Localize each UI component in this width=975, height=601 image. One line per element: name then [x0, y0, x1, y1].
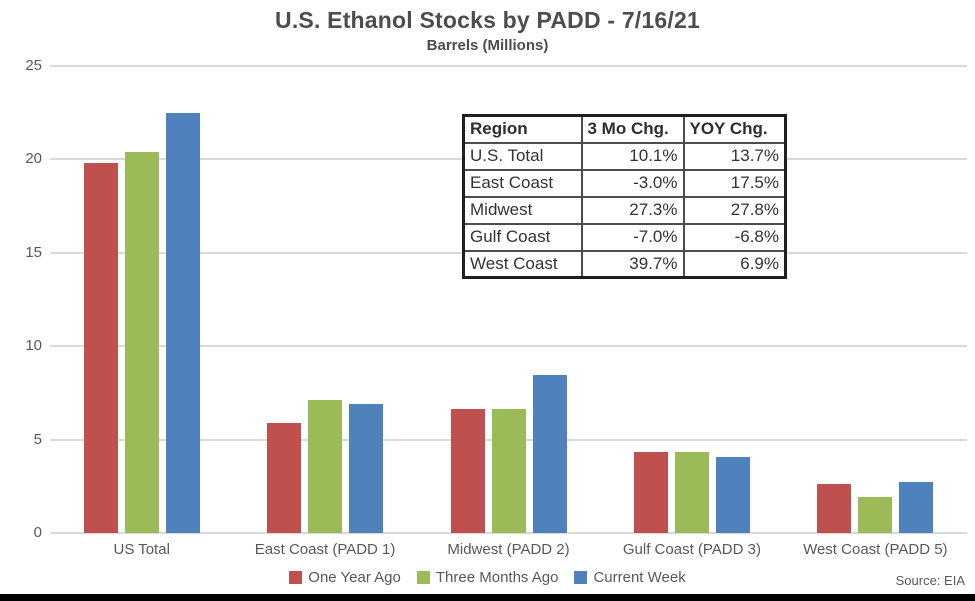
value-cell: 10.1%	[580, 141, 685, 171]
legend-marker-icon	[289, 571, 303, 584]
y-tick-label-10: 10	[25, 337, 42, 355]
y-tick-label-0: 0	[33, 524, 42, 541]
region-cell: East Coast	[462, 168, 583, 198]
region-cell: Gulf Coast	[462, 222, 583, 252]
bar-current-week	[165, 112, 200, 533]
x-label-0: US Total	[113, 541, 170, 558]
region-cell: West Coast	[462, 249, 583, 279]
value-cell: 13.7%	[682, 141, 787, 171]
value-cell: -6.8%	[682, 222, 787, 252]
chart-subtitle: Barrels (Millions)	[426, 37, 549, 54]
legend-item-current-week: Current Week	[574, 569, 686, 586]
bar-one-year-ago	[633, 451, 668, 533]
bar-one-year-ago	[817, 484, 852, 533]
table-header-2: YOY Chg.	[682, 114, 787, 144]
legend-label: Current Week	[593, 569, 686, 586]
value-cell: -3.0%	[580, 168, 685, 198]
table-header-1: 3 Mo Chg.	[580, 114, 685, 144]
table-row-1: East Coast -3.0% 17.5%	[462, 168, 787, 198]
bar-current-week	[349, 404, 384, 533]
bar-three-months-ago	[308, 400, 343, 533]
bar-group-1	[233, 66, 416, 533]
legend-label: One Year Ago	[308, 569, 401, 586]
bar-current-week	[899, 481, 934, 533]
x-label-1: East Coast (PADD 1)	[254, 541, 396, 558]
legend-marker-icon	[574, 571, 588, 584]
region-cell: Midwest	[462, 195, 583, 225]
legend-marker-icon	[416, 571, 430, 584]
table-row-4: West Coast 39.7% 6.9%	[462, 249, 787, 279]
legend-item-one-year-ago: One Year Ago	[289, 569, 401, 586]
bar-group-2	[417, 66, 600, 533]
bottom-border	[0, 594, 975, 601]
value-cell: 6.9%	[682, 249, 787, 279]
y-tick-label-25: 25	[25, 57, 42, 74]
table-header-0: Region	[462, 114, 583, 144]
gridline-0	[50, 532, 967, 534]
gridline-25	[50, 65, 967, 67]
table-row-3: Gulf Coast -7.0% -6.8%	[462, 222, 787, 252]
legend-label: Three Months Ago	[435, 569, 559, 586]
bar-group-0	[50, 66, 233, 533]
x-axis-labels: US Total East Coast (PADD 1) Midwest (PADD…	[50, 541, 967, 558]
value-cell: 27.8%	[682, 195, 787, 225]
bar-current-week	[715, 457, 750, 533]
table-row-2: Midwest 27.3% 27.8%	[462, 195, 787, 225]
x-label-3: Gulf Coast (PADD 3)	[622, 541, 761, 558]
bar-group-3	[600, 66, 783, 533]
x-label-4: West Coast (PADD 5)	[803, 541, 948, 558]
y-tick-label-15: 15	[25, 243, 42, 261]
region-cell: U.S. Total	[462, 141, 583, 171]
value-cell: 27.3%	[580, 195, 685, 225]
value-cell: 17.5%	[682, 168, 787, 198]
plot-area	[50, 65, 967, 534]
bar-three-months-ago	[674, 451, 709, 533]
change-summary-table: Region 3 Mo Chg. YOY Chg. U.S. Total 10.1% 1…	[462, 114, 787, 279]
bar-one-year-ago	[83, 163, 118, 533]
value-cell: -7.0%	[580, 222, 685, 252]
bar-current-week	[532, 375, 567, 533]
source-label: Source: EIA	[895, 573, 965, 588]
chart-legend: One Year Ago Three Months Ago Current Week	[0, 569, 975, 586]
y-tick-label-20: 20	[25, 150, 42, 168]
value-cell: 39.7%	[580, 249, 685, 279]
x-label-2: Midwest (PADD 2)	[447, 541, 570, 558]
table-header-row: Region 3 Mo Chg. YOY Chg.	[462, 114, 787, 144]
bar-group-4	[784, 66, 967, 533]
chart-title: U.S. Ethanol Stocks by PADD - 7/16/21	[275, 7, 700, 33]
legend-item-three-months-ago: Three Months Ago	[416, 569, 559, 586]
bar-one-year-ago	[450, 408, 485, 533]
table-row-0: U.S. Total 10.1% 13.7%	[462, 141, 787, 171]
bar-one-year-ago	[267, 422, 302, 533]
gridline-10	[50, 345, 967, 348]
bar-groups	[50, 66, 967, 533]
y-tick-label-5: 5	[33, 430, 42, 448]
bar-three-months-ago	[124, 151, 159, 533]
bar-three-months-ago	[491, 408, 526, 533]
bar-three-months-ago	[858, 496, 893, 533]
